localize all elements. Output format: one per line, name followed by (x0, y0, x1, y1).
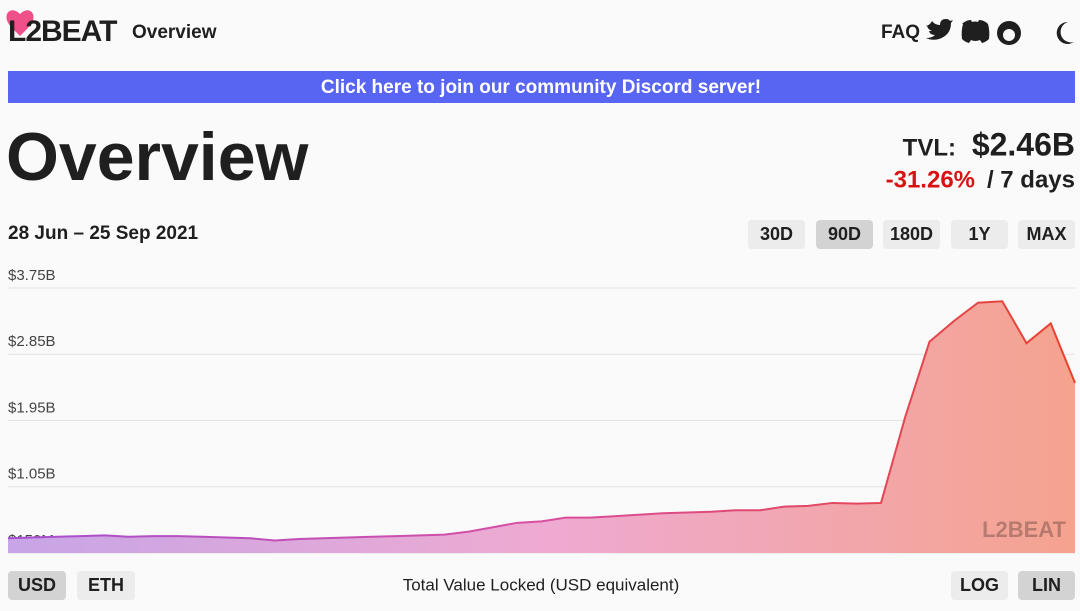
tvl-period: / 7 days (987, 166, 1075, 193)
button-label[interactable]: 90D (828, 224, 861, 244)
button[interactable] (8, 571, 66, 600)
banner-text[interactable]: Click here to join our community Discord… (321, 77, 761, 98)
page-title: Overview (6, 119, 310, 195)
discord-icon[interactable] (961, 20, 990, 43)
date-range: 28 Jun – 25 Sep 2021 (8, 223, 199, 244)
button[interactable] (951, 571, 1008, 600)
button[interactable] (951, 220, 1008, 249)
button[interactable] (883, 220, 940, 249)
y-tick-label: $1.05B (8, 466, 56, 483)
discord-banner[interactable] (8, 71, 1075, 103)
watermark: L2BEAT (982, 517, 1066, 542)
button-label[interactable]: 1Y (968, 224, 990, 244)
nav-faq[interactable]: FAQ (881, 22, 920, 43)
button-label[interactable]: 30D (760, 224, 793, 244)
tvl-change: -31.26% (886, 166, 975, 193)
nav-overview[interactable]: Overview (132, 22, 217, 43)
y-tick-label: $2.85B (8, 333, 56, 350)
twitter-icon[interactable] (926, 19, 953, 40)
button[interactable] (816, 220, 873, 249)
button-label[interactable]: ETH (88, 575, 124, 595)
tvl-value: $2.46B (972, 126, 1075, 162)
y-tick-label: $1.95B (8, 399, 56, 416)
y-tick-label: $3.75B (8, 267, 56, 284)
github-icon-inner (1003, 29, 1015, 41)
button[interactable] (748, 220, 805, 249)
theme-toggle[interactable] (1056, 21, 1074, 44)
chart: $150M$1.05B$1.95B$2.85B$3.75B (7, 267, 1076, 554)
button-label[interactable]: USD (18, 575, 56, 595)
tvl-label: TVL: (903, 134, 956, 161)
button-label[interactable]: LOG (960, 575, 999, 595)
button-label[interactable]: MAX (1027, 224, 1067, 244)
button[interactable] (77, 571, 135, 600)
logo[interactable]: L2BEAT (8, 15, 118, 48)
button[interactable] (1018, 571, 1075, 600)
button[interactable] (1018, 220, 1075, 249)
x-axis-label: Total Value Locked (USD equivalent) (403, 575, 680, 594)
area (8, 301, 1075, 553)
line (7, 300, 1076, 542)
logo-heart (6, 10, 34, 36)
button-label[interactable]: LIN (1032, 575, 1061, 595)
button-label[interactable]: 180D (890, 224, 933, 244)
